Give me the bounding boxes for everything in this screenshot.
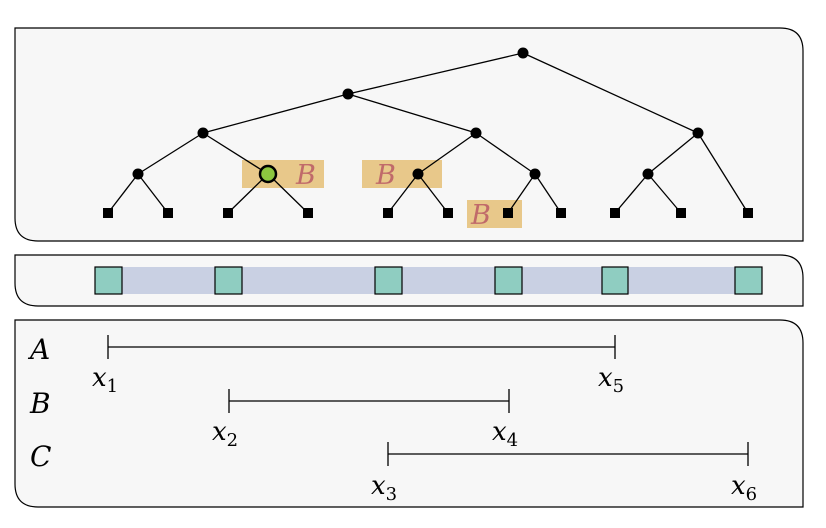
tree-leaf — [556, 208, 566, 218]
tree-leaf — [676, 208, 686, 218]
tree-node — [530, 169, 541, 180]
tree-leaf — [743, 208, 753, 218]
tree-leaf — [223, 208, 233, 218]
tree-leaf — [303, 208, 313, 218]
elementary-point — [95, 267, 122, 294]
interval-name: C — [30, 440, 51, 473]
interval-name: B — [29, 387, 51, 420]
elementary-point — [735, 267, 762, 294]
elementary-point — [495, 267, 522, 294]
tree-node — [343, 89, 354, 100]
tree-leaf — [103, 208, 113, 218]
tree-leaf — [443, 208, 453, 218]
tree-highlight-label-1: B — [295, 160, 316, 191]
tree-leaf — [610, 208, 620, 218]
tree-leaf — [503, 208, 513, 218]
tree-node — [198, 128, 209, 139]
tree-highlight-label-3: B — [470, 200, 491, 231]
elementary-intervals — [95, 267, 762, 294]
tree-node — [693, 128, 704, 139]
tree-node — [133, 169, 144, 180]
tree-node — [413, 169, 424, 180]
interval-name: A — [27, 333, 50, 366]
tree-leaf — [383, 208, 393, 218]
elementary-point — [215, 267, 242, 294]
elementary-point — [602, 267, 628, 294]
tree-highlight-2 — [362, 160, 442, 188]
tree-highlight-label-2: B — [375, 160, 396, 191]
tree-node-selected — [260, 166, 276, 182]
tree-node — [471, 128, 482, 139]
intervals-panel — [15, 320, 803, 507]
tree-node — [518, 48, 529, 59]
tree-node — [643, 169, 654, 180]
elementary-point — [375, 267, 402, 294]
tree-leaf — [163, 208, 173, 218]
